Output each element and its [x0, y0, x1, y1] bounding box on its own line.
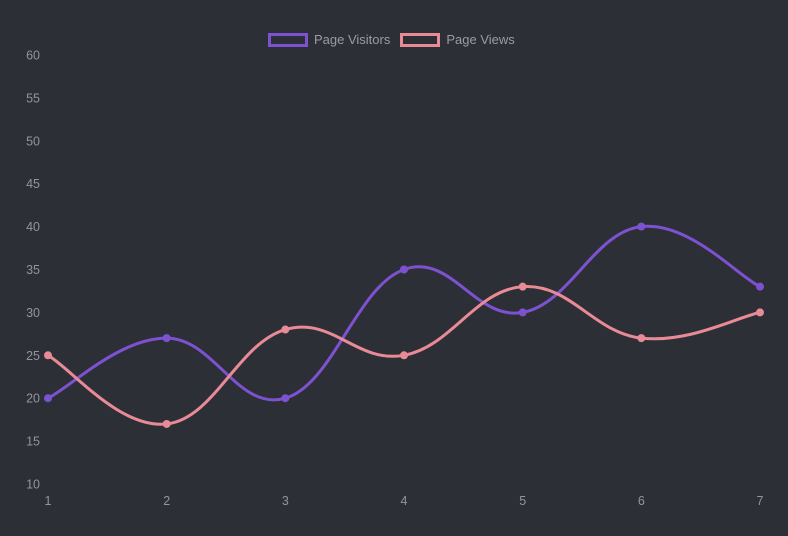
- y-axis-tick-label: 40: [26, 220, 40, 234]
- series-line-page-visitors: [46, 224, 762, 402]
- y-axis-tick-label: 15: [26, 435, 40, 449]
- legend-label-page-visitors: Page Visitors: [314, 32, 391, 47]
- y-axis-tick-label: 20: [26, 392, 40, 406]
- data-point-page-visitors[interactable]: [518, 308, 527, 317]
- legend-swatch-page-visitors-icon: [268, 33, 308, 47]
- data-point-page-visitors[interactable]: [756, 282, 764, 291]
- chart-legend: Page Visitors Page Views: [268, 33, 515, 47]
- legend-item-page-visitors[interactable]: Page Visitors: [268, 33, 390, 47]
- x-axis-tick-label: 4: [401, 494, 408, 508]
- data-point-page-views[interactable]: [637, 334, 646, 343]
- data-point-page-visitors[interactable]: [44, 394, 52, 403]
- legend-item-page-views[interactable]: Page Views: [400, 32, 515, 47]
- y-axis-tick-label: 35: [26, 263, 40, 277]
- x-axis-tick-label: 1: [45, 494, 52, 508]
- y-axis-tick-label: 30: [26, 306, 40, 320]
- legend-swatch-page-views-icon: [400, 33, 441, 47]
- y-axis-tick-label: 50: [26, 134, 40, 148]
- x-axis-tick-label: 2: [163, 494, 170, 508]
- data-point-page-visitors[interactable]: [637, 222, 646, 231]
- x-axis-tick-label: 5: [519, 494, 526, 508]
- data-point-page-views[interactable]: [518, 282, 527, 291]
- data-point-page-views[interactable]: [281, 325, 290, 334]
- y-axis-tick-label: 60: [26, 49, 40, 63]
- y-axis-tick-label: 45: [26, 177, 40, 191]
- x-axis-tick-label: 3: [282, 494, 289, 508]
- y-axis-tick-label: 55: [26, 91, 40, 105]
- data-point-page-views[interactable]: [44, 351, 52, 360]
- legend-label-page-views: Page Views: [446, 32, 515, 47]
- data-point-page-visitors[interactable]: [162, 334, 171, 343]
- data-point-page-visitors[interactable]: [281, 394, 290, 403]
- y-axis-tick-label: 25: [26, 349, 40, 363]
- x-axis-tick-label: 7: [757, 494, 764, 508]
- data-point-page-visitors[interactable]: [400, 265, 408, 274]
- data-point-page-views[interactable]: [400, 351, 408, 360]
- data-point-page-views[interactable]: [756, 308, 764, 317]
- data-point-page-views[interactable]: [162, 419, 171, 428]
- y-axis-tick-label: 10: [26, 478, 40, 492]
- x-axis-tick-label: 6: [638, 494, 645, 508]
